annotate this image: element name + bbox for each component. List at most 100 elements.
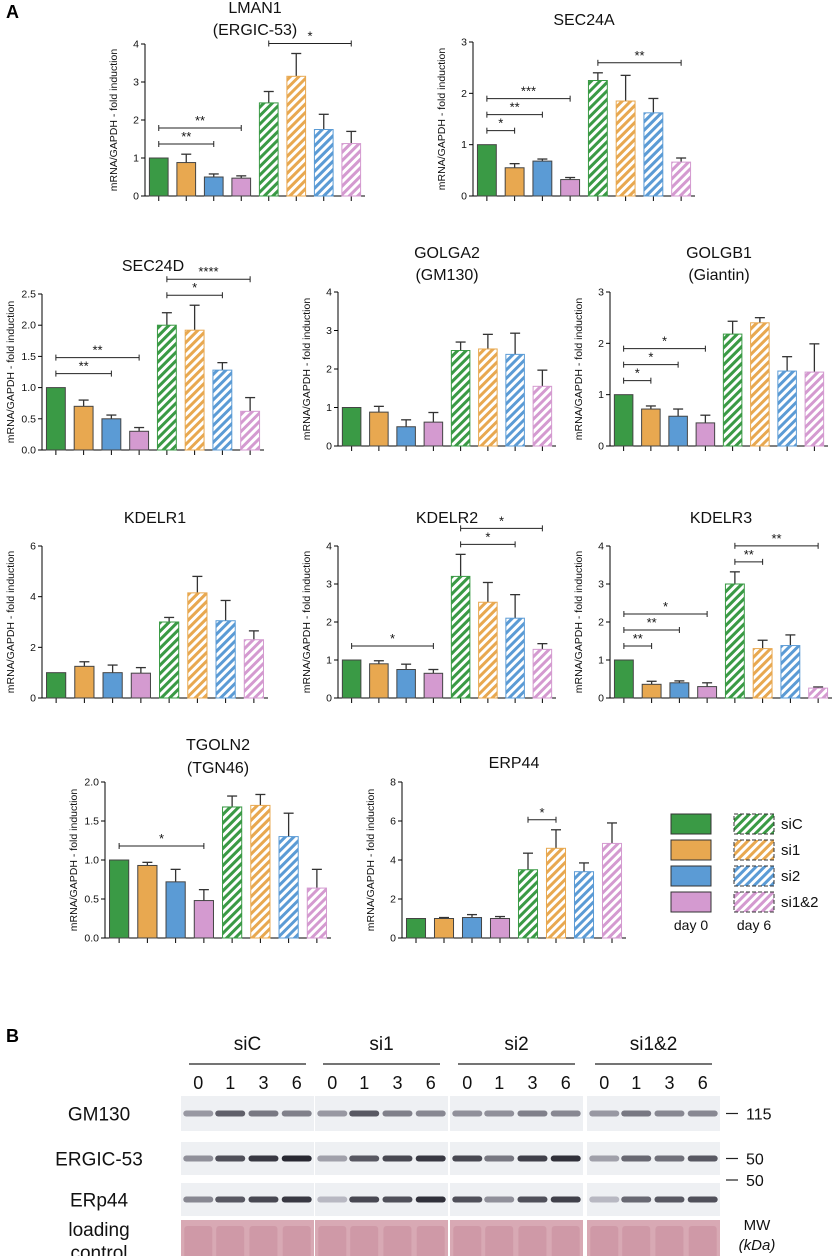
bar-si2-d6: [212, 369, 233, 451]
blot-lane-label: 3: [392, 1073, 402, 1093]
blot-band: [382, 1155, 413, 1162]
bar-si2-d6: [780, 645, 801, 699]
y-tick-label: 0.0: [84, 933, 99, 945]
bar-si1-2-d0: [695, 422, 716, 447]
y-tick-label: 1.0: [21, 382, 36, 394]
blot-loading-lane: [216, 1226, 245, 1256]
bar-sic-d0: [405, 918, 427, 939]
bar-si1-2-d0: [560, 179, 581, 197]
blot-band: [415, 1110, 446, 1117]
y-tick-label: 0: [30, 693, 36, 705]
y-tick-label: 0.0: [21, 445, 36, 457]
y-tick-label: 2.0: [21, 320, 36, 332]
y-tick-label: 3: [326, 579, 332, 591]
blot-band: [517, 1110, 548, 1117]
blot-band: [248, 1196, 279, 1203]
chart-title: LMAN1: [228, 0, 281, 17]
blot-lane-label: 0: [462, 1073, 472, 1093]
bar-sic-d6: [517, 869, 539, 939]
kda-label: (kDa): [739, 1237, 776, 1254]
bar-sic-d0: [341, 407, 362, 447]
y-tick-label: 2: [598, 338, 604, 350]
bar-si1-d6: [478, 601, 498, 699]
blot-band: [382, 1110, 413, 1117]
y-tick-label: 2: [133, 115, 139, 127]
bar-si2-d0: [461, 917, 483, 939]
blot-loading-lane: [282, 1226, 311, 1256]
blot-loading-lane: [318, 1226, 347, 1256]
y-axis-label: mRNA/GAPDH - fold induction: [365, 789, 377, 932]
blot-lane-label: 6: [426, 1073, 436, 1093]
significance-label: *: [648, 350, 653, 365]
significance-label: **: [633, 631, 643, 646]
legend-day0-swatch: [670, 839, 712, 861]
bar-sic-d0: [46, 672, 67, 699]
blot-band: [415, 1196, 446, 1203]
blot-loading-lane: [590, 1226, 619, 1256]
blot-band: [550, 1110, 581, 1117]
bar-si2-d6: [643, 112, 664, 197]
significance-bracket: **: [597, 48, 682, 66]
chart-title: (GM130): [415, 267, 478, 284]
y-tick-label: 8: [390, 777, 396, 789]
blot-loading-lane: [350, 1226, 379, 1256]
bar-si1-d0: [73, 405, 94, 451]
blot-band: [349, 1155, 380, 1162]
bar-si1-d0: [641, 683, 662, 699]
blot-lane-label: 1: [225, 1073, 235, 1093]
blot-band: [654, 1155, 685, 1162]
chart-golgb1: GOLGB1 (Giantin) mRNA/GAPDH - fold inducti…: [573, 245, 828, 453]
blot-band: [317, 1155, 348, 1162]
blot-loading-lane: [485, 1226, 514, 1256]
significance-bracket: *: [268, 29, 352, 47]
y-tick-label: 1: [598, 389, 604, 401]
blot-loading-lane: [453, 1226, 482, 1256]
blot-band: [621, 1155, 652, 1162]
blot-band: [452, 1155, 483, 1162]
legend-day0-swatch: [670, 813, 712, 835]
bar-si1-d0: [433, 918, 455, 939]
bar-si1-d6: [478, 348, 498, 447]
bar-si2-d0: [203, 176, 224, 197]
bar-si2-d6: [505, 617, 525, 699]
significance-bracket: *: [351, 631, 434, 649]
bar-si1-2-d6: [808, 687, 829, 699]
bar-si2-d0: [165, 881, 186, 939]
blot-band: [484, 1196, 515, 1203]
significance-bracket: ***: [486, 84, 571, 102]
bar-si1-d0: [369, 663, 389, 699]
blot-band: [183, 1196, 214, 1203]
chart-title: GOLGA2: [414, 245, 480, 262]
legend: siC si1 si2 si1&2 day 0 day 6: [670, 813, 819, 933]
blot-lane-label: 3: [527, 1073, 537, 1093]
significance-label: **: [634, 48, 644, 63]
bar-si1-2-d6: [601, 842, 623, 939]
blot-lane-label: 6: [292, 1073, 302, 1093]
blot-row-label: ERp44: [70, 1191, 129, 1212]
bar-si1-d6: [615, 100, 636, 197]
y-tick-label: 3: [326, 325, 332, 337]
chart-title: ERP44: [489, 755, 540, 772]
bar-si2-d0: [668, 415, 688, 447]
bar-si1-2-d6: [804, 371, 825, 447]
y-tick-label: 2: [390, 894, 396, 906]
blot-loading-lane: [688, 1226, 717, 1256]
legend-day0-swatch: [670, 891, 712, 913]
chart-title: KDELR2: [416, 510, 478, 527]
blot-band: [589, 1110, 620, 1117]
mw-marker-label: 50: [746, 1152, 764, 1169]
significance-label: **: [181, 129, 191, 144]
blot-band: [281, 1155, 312, 1162]
blot-band: [215, 1155, 246, 1162]
blot-band: [687, 1196, 718, 1203]
bar-si1-2-d6: [341, 143, 362, 197]
significance-bracket: **: [158, 113, 242, 131]
bar-si1-2-d6: [243, 639, 264, 699]
y-tick-label: 1.0: [84, 855, 99, 867]
chart-title: (Giantin): [688, 267, 749, 284]
blot-group-label: siC: [234, 1034, 261, 1055]
blot-band: [248, 1155, 279, 1162]
blot-band: [621, 1196, 652, 1203]
bar-si2-d6: [215, 620, 236, 699]
